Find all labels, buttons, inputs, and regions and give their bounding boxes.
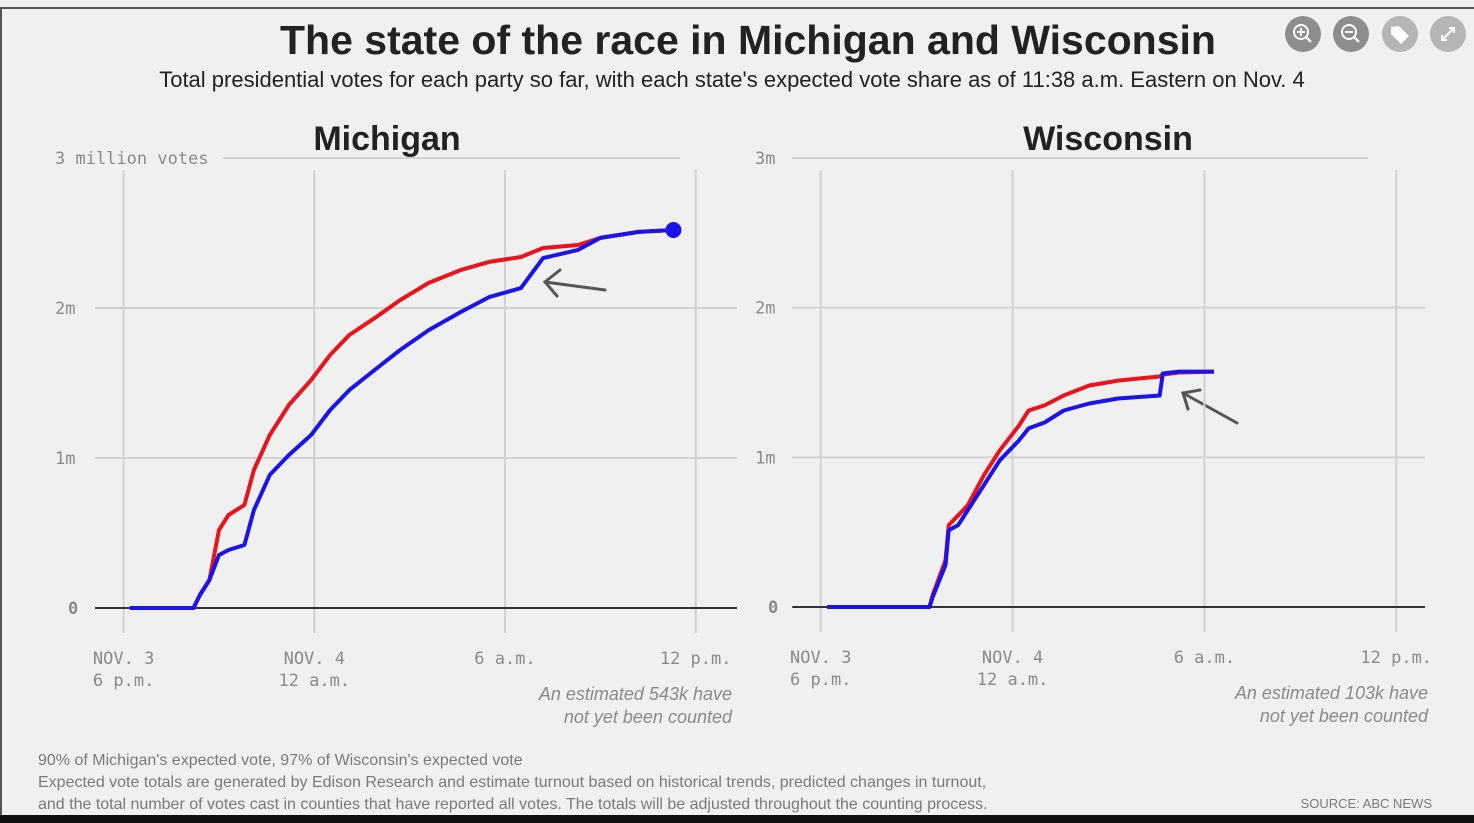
y-tick-label: 3m (755, 149, 775, 169)
title: The state of the race in Michigan and Wi… (280, 17, 1216, 63)
bottom-band (0, 815, 1474, 823)
note: Expected vote totals are generated by Ed… (38, 774, 986, 791)
panel-title: Wisconsin (1023, 120, 1193, 158)
fullscreen-button[interactable] (1430, 16, 1466, 52)
toolbar (1285, 16, 1466, 52)
y-tick-label: 1m (755, 448, 775, 468)
series-line (130, 228, 674, 610)
y-tick-label: 2m (55, 299, 75, 319)
x-tick-label: NOV. 4 12 a.m. (278, 649, 350, 691)
y-tick-label: 0 (68, 599, 78, 619)
x-tick-label: 6 a.m. (1174, 648, 1235, 668)
zoom-in-button[interactable] (1285, 16, 1321, 52)
annotation: An estimated 543k have not yet been count… (538, 684, 733, 727)
source: SOURCE: ABC NEWS (1301, 796, 1433, 811)
note: and the total number of votes cast in co… (38, 796, 988, 813)
panel-title: Michigan (313, 120, 460, 158)
series-line (130, 228, 674, 610)
subtitle: Total presidential votes for each party … (159, 67, 1305, 92)
x-tick-label: 12 p.m. (1360, 648, 1432, 668)
y-tick-label: 0 (768, 598, 778, 618)
zoom-out-button[interactable] (1333, 16, 1369, 52)
end-dot (665, 222, 682, 238)
note: 90% of Michigan's expected vote, 97% of … (38, 752, 523, 769)
x-tick-label: 6 a.m. (474, 649, 535, 669)
arrow (542, 268, 607, 298)
x-tick-label: NOV. 4 12 a.m. (977, 648, 1049, 690)
arrow (1181, 388, 1239, 425)
y-tick-label: 2m (755, 299, 775, 319)
y-tick-label: 3 million votes (55, 149, 209, 169)
annotation: An estimated 103k have not yet been count… (1234, 683, 1429, 726)
y-tick-label: 1m (55, 449, 75, 469)
series-line (827, 369, 1214, 609)
tag-button[interactable] (1382, 16, 1418, 52)
x-tick-label: 12 p.m. (660, 649, 732, 669)
